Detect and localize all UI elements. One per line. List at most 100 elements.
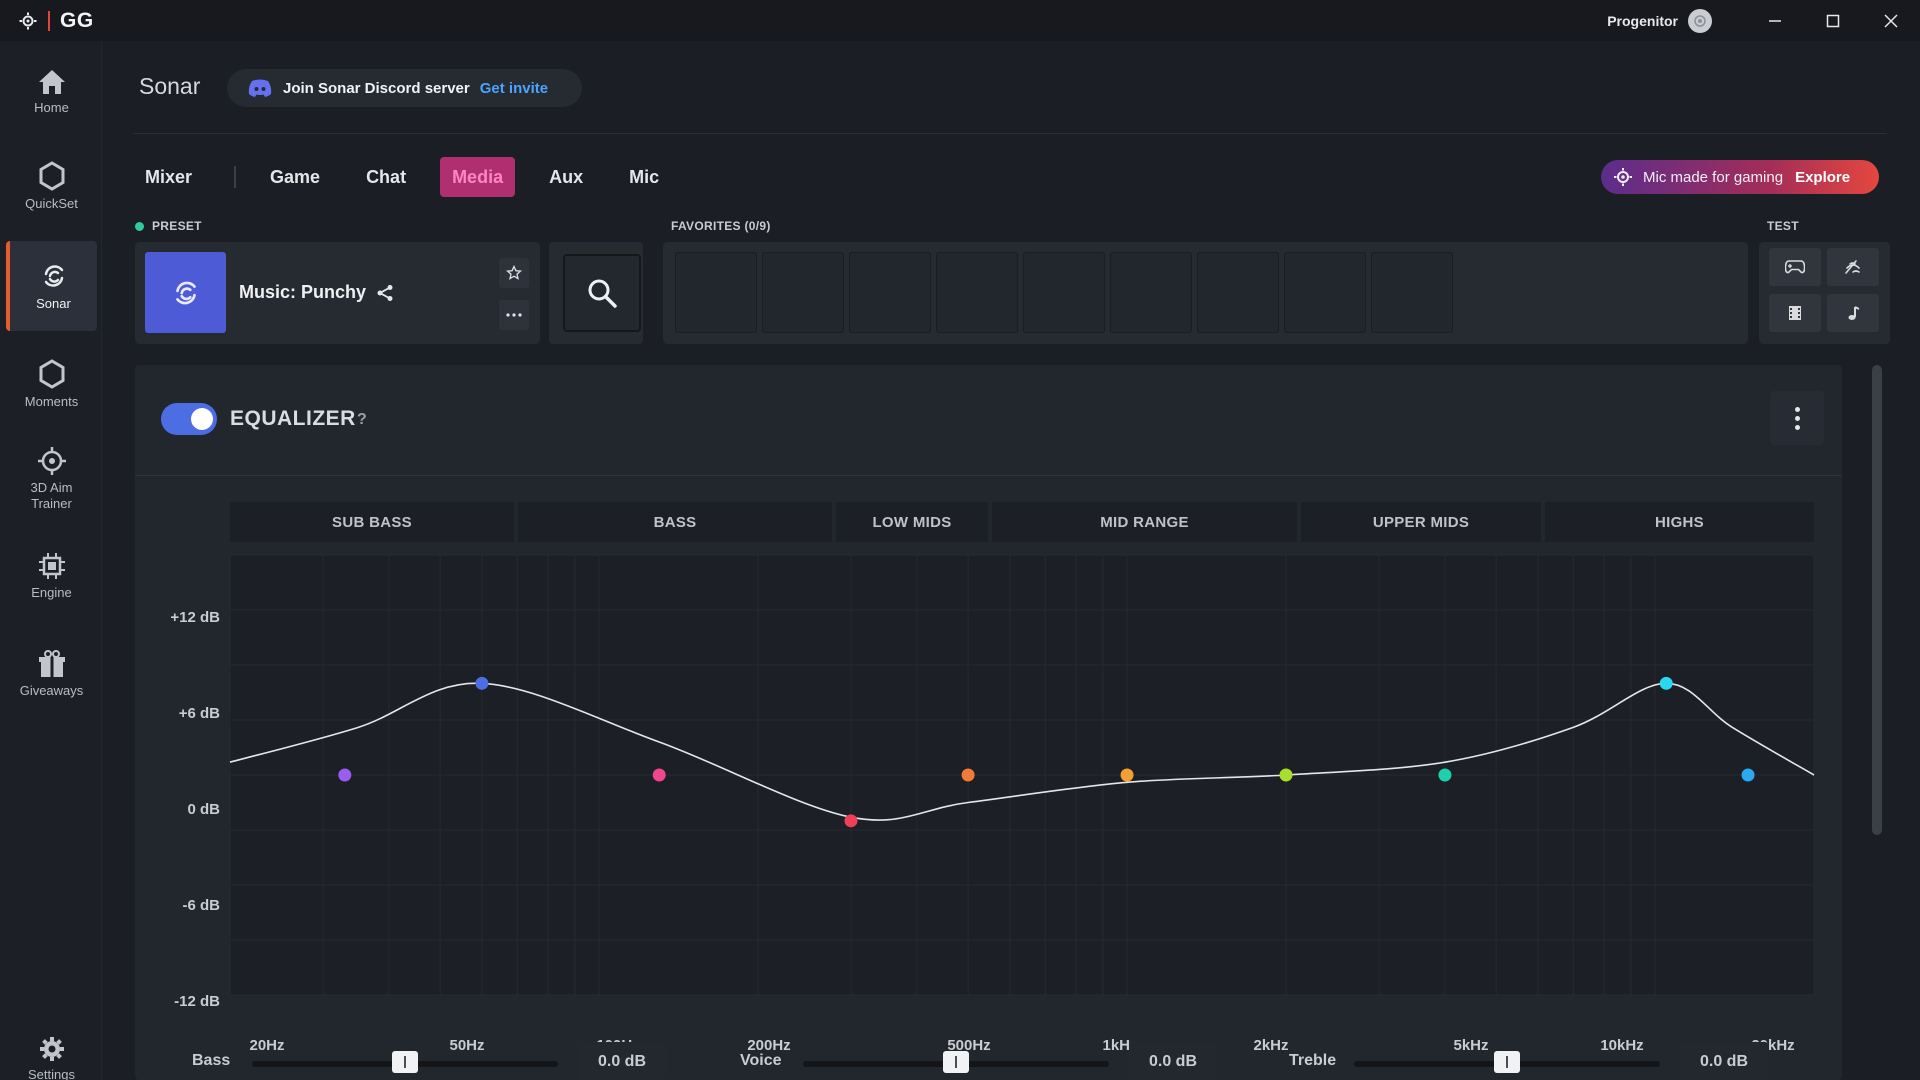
y-axis-label: -6 dB	[182, 897, 221, 914]
sidebar-item-label: Settings	[28, 1067, 75, 1080]
favorite-star-button[interactable]	[499, 258, 529, 288]
preset-sonar-icon[interactable]	[145, 252, 226, 333]
favorite-slot[interactable]	[1371, 252, 1453, 333]
equalizer-graph[interactable]	[135, 365, 1842, 1080]
discord-icon	[248, 79, 272, 97]
sidebar-item-label: QuickSet	[25, 196, 78, 211]
eq-band-point[interactable]	[475, 676, 489, 690]
home-icon	[38, 70, 65, 94]
band-upper-mids: UPPER MIDS	[1301, 502, 1541, 542]
favorites-label: FAVORITES (0/9)	[671, 219, 771, 233]
favorite-slot[interactable]	[1197, 252, 1279, 333]
favorite-slot[interactable]	[1023, 252, 1105, 333]
minimize-button[interactable]	[1746, 0, 1804, 41]
bass-value: 0.0 dB	[578, 1042, 666, 1080]
page-title: Sonar	[139, 73, 201, 99]
sidebar-item-settings[interactable]: Settings	[6, 1031, 97, 1080]
sonar-icon	[44, 265, 63, 287]
test-chat-button[interactable]	[1827, 248, 1879, 286]
band-sub-bass: SUB BASS	[230, 502, 514, 542]
x-axis-label: 10kHz	[1600, 1037, 1644, 1054]
x-axis-label: 5kHz	[1453, 1037, 1489, 1054]
search-button[interactable]	[563, 254, 641, 332]
voice-value: 0.0 dB	[1129, 1042, 1217, 1080]
film-icon	[1789, 306, 1801, 320]
sidebar-item-label: Moments	[24, 394, 79, 409]
sidebar-item-sonar[interactable]: Sonar	[6, 241, 97, 331]
voice-wave-icon	[1845, 260, 1860, 274]
eq-band-point[interactable]	[961, 768, 975, 782]
eq-band-point[interactable]	[652, 768, 666, 782]
tab-media[interactable]: Media	[440, 157, 516, 197]
quickset-icon	[39, 161, 64, 191]
tab-aux[interactable]: Aux	[549, 166, 584, 187]
eq-band-point[interactable]	[844, 814, 858, 828]
eq-band-point[interactable]	[338, 768, 352, 782]
sidebar-item-home[interactable]: Home	[6, 47, 97, 137]
help-icon[interactable]: ?	[357, 411, 367, 428]
band-bass: BASS	[518, 502, 832, 542]
share-icon[interactable]	[376, 284, 394, 302]
bass-slider-label: Bass	[192, 1052, 231, 1069]
explore-link[interactable]: Explore	[1795, 168, 1851, 186]
eq-band-point[interactable]	[1659, 676, 1673, 690]
tab-mixer[interactable]: Mixer	[145, 166, 193, 187]
sidebar: Home QuickSet Sonar Moments 3D Aim Train…	[0, 41, 102, 1080]
promo-banner[interactable]: Mic made for gaming Explore	[1601, 160, 1879, 194]
x-axis-label: 1kHz	[1102, 1037, 1138, 1054]
preset-more-button[interactable]	[499, 300, 529, 330]
sidebar-item-giveaways[interactable]: Giveaways	[6, 629, 97, 719]
aim-trainer-icon	[37, 447, 66, 475]
tab-chat[interactable]: Chat	[366, 166, 407, 187]
main-content: Sonar Join Sonar Discord server Get invi…	[103, 41, 1920, 1080]
treble-slider-label: Treble	[1289, 1052, 1337, 1069]
header-divider	[133, 133, 1887, 134]
eq-band-point[interactable]	[1120, 768, 1134, 782]
scrollbar[interactable]	[1872, 365, 1882, 835]
x-axis-label: 2kHz	[1253, 1037, 1289, 1054]
menu-dot	[1794, 415, 1800, 421]
title-bar: GG Progenitor	[0, 0, 1920, 41]
equalizer-menu-button[interactable]	[1770, 391, 1824, 445]
favorite-slot[interactable]	[936, 252, 1018, 333]
menu-dot	[1794, 424, 1800, 430]
avatar[interactable]	[1688, 8, 1712, 33]
equalizer-toggle[interactable]	[161, 403, 217, 435]
sidebar-item-engine[interactable]: Engine	[6, 531, 97, 621]
discord-banner[interactable]: Join Sonar Discord server Get invite	[227, 69, 582, 107]
tab-mic[interactable]: Mic	[629, 166, 660, 187]
favorite-slot[interactable]	[1110, 252, 1192, 333]
discord-invite-link[interactable]: Get invite	[479, 79, 549, 97]
frequency-bands: SUB BASS BASS LOW MIDS MID RANGE UPPER M…	[230, 502, 1814, 542]
favorite-slot[interactable]	[1284, 252, 1366, 333]
x-axis-label: 20Hz	[249, 1037, 285, 1054]
sidebar-item-label: 3D Aim Trainer	[30, 480, 73, 511]
tab-bar: Mixer Game Chat Media Aux Mic	[133, 157, 671, 197]
sidebar-item-quickset[interactable]: QuickSet	[6, 141, 97, 231]
test-media-button[interactable]	[1769, 294, 1821, 332]
favorite-slot[interactable]	[762, 252, 844, 333]
band-highs: HIGHS	[1545, 502, 1814, 542]
voice-slider-label: Voice	[740, 1052, 782, 1069]
sidebar-item-3d-aim-trainer[interactable]: 3D Aim Trainer	[6, 429, 97, 529]
close-button[interactable]	[1862, 0, 1920, 41]
favorite-slot[interactable]	[849, 252, 931, 333]
bass-slider-thumb[interactable]	[392, 1051, 418, 1073]
sidebar-item-moments[interactable]: Moments	[6, 339, 97, 429]
tab-divider	[234, 166, 237, 188]
eq-band-point[interactable]	[1438, 768, 1452, 782]
eq-band-point[interactable]	[1741, 768, 1755, 782]
test-music-button[interactable]	[1827, 294, 1879, 332]
maximize-button[interactable]	[1804, 0, 1862, 41]
test-label: TEST	[1767, 219, 1799, 233]
test-game-button[interactable]	[1769, 248, 1821, 286]
treble-slider-thumb[interactable]	[1494, 1051, 1520, 1073]
tab-game[interactable]: Game	[270, 166, 321, 187]
eq-band-point[interactable]	[1279, 768, 1293, 782]
voice-slider-thumb[interactable]	[943, 1051, 969, 1073]
favorite-slot[interactable]	[675, 252, 757, 333]
band-mid-range: MID RANGE	[992, 502, 1297, 542]
username[interactable]: Progenitor	[1607, 12, 1678, 29]
preset-search	[549, 242, 643, 344]
favorites-bar	[663, 242, 1748, 344]
